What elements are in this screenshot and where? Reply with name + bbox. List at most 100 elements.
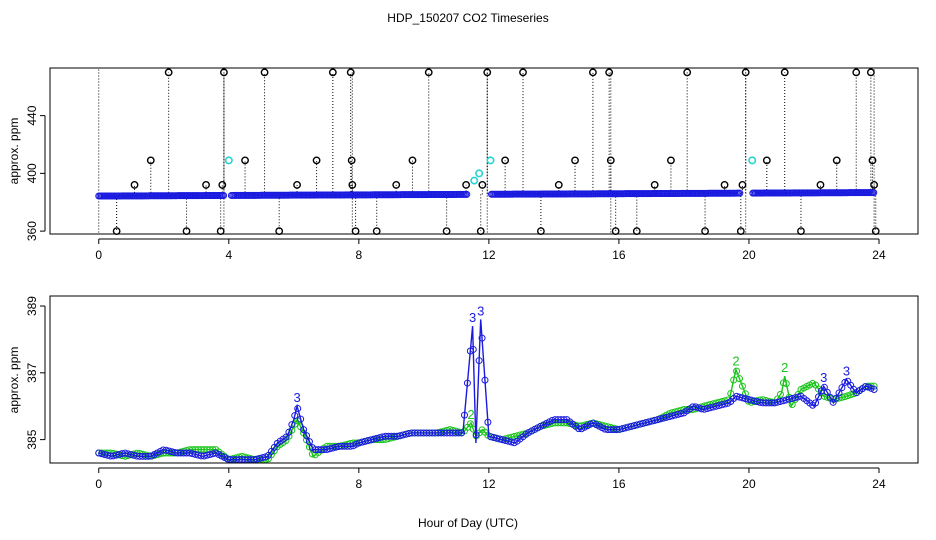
top-spike-point xyxy=(146,156,155,165)
top-spike-point xyxy=(667,156,675,165)
bottom-series-3-point xyxy=(282,433,290,441)
top-spike-point xyxy=(868,156,877,165)
bottom-series-3-point xyxy=(305,438,313,446)
figure-title: HDP_150207 CO2 Timeseries xyxy=(387,11,548,25)
bottom-series-3-point xyxy=(721,400,729,408)
bottom-x-tick-label: 0 xyxy=(95,477,102,491)
top-spike-point xyxy=(293,181,301,189)
bottom-series-3-point xyxy=(302,432,310,440)
bottom-series-2-point xyxy=(776,390,784,398)
top-spike-point xyxy=(816,181,825,189)
bottom-series-2-point xyxy=(847,391,855,399)
bottom-series-3-point xyxy=(812,399,820,407)
bottom-series-2-point xyxy=(738,382,746,390)
bottom-series-3-label: 3 xyxy=(469,310,476,325)
top-panel-frame xyxy=(49,67,919,235)
top-x-tick-label: 12 xyxy=(482,248,496,262)
top-cyan-point xyxy=(470,176,479,185)
top-spike-point xyxy=(571,156,579,165)
top-spike-point xyxy=(852,68,861,77)
bottom-series-3-point xyxy=(460,411,468,419)
top-x-tick-label: 8 xyxy=(355,248,362,262)
top-plot-area xyxy=(95,68,880,236)
bottom-series-3-label: 3 xyxy=(820,370,827,385)
top-panel: 0 4 8 12 16 20 24 360 400 440 approx. ppm xyxy=(7,67,919,262)
top-x-tick-label: 24 xyxy=(872,248,886,262)
bottom-series-3-point xyxy=(820,383,828,391)
bottom-series-3-point xyxy=(472,431,480,439)
top-spike-point xyxy=(738,181,747,189)
top-baseline-point xyxy=(220,191,228,199)
top-cyan-point xyxy=(224,156,233,165)
bottom-y-tick-label: 387 xyxy=(25,362,39,382)
bottom-series-3-point xyxy=(455,429,463,437)
x-axis-label: Hour of Day (UTC) xyxy=(418,516,518,530)
top-spike-point xyxy=(605,68,614,77)
top-x-tick-label: 4 xyxy=(225,248,232,262)
top-spike-point xyxy=(606,156,615,165)
bottom-series-2-point xyxy=(736,375,744,383)
bottom-series-3-label: 3 xyxy=(477,303,484,318)
bottom-x-axis: 0 4 8 12 16 20 24 xyxy=(95,467,886,491)
bottom-series-3-point xyxy=(484,418,492,426)
top-baseline-point xyxy=(736,189,744,197)
bottom-x-tick-label: 8 xyxy=(355,477,362,491)
bottom-series-3-label: 3 xyxy=(843,364,850,379)
bottom-series-3-point xyxy=(300,426,308,434)
bottom-series-3-point xyxy=(475,357,483,365)
bottom-series-3-point xyxy=(285,428,293,436)
top-spike-point xyxy=(202,181,210,189)
bottom-series-3-point xyxy=(870,386,878,394)
top-spike-point xyxy=(866,68,875,77)
top-baseline-point xyxy=(870,189,878,197)
top-spike-point xyxy=(462,181,471,189)
bottom-series-2-label: 2 xyxy=(732,353,739,368)
top-spike-point xyxy=(501,156,510,165)
bottom-series-3-point xyxy=(560,416,568,424)
top-spike-point xyxy=(589,68,597,77)
top-cyan-point xyxy=(475,169,484,178)
top-y-axis: 360 400 440 xyxy=(25,105,46,241)
top-spike-point xyxy=(392,181,401,189)
top-spike-point xyxy=(720,181,729,189)
bottom-series-3-point xyxy=(259,454,267,462)
top-spike-point xyxy=(346,68,355,77)
top-y-tick-label: 400 xyxy=(25,163,39,183)
top-y-axis-label: approx. ppm xyxy=(7,118,21,185)
bottom-series-2-point xyxy=(733,367,741,375)
top-y-tick-label: 360 xyxy=(25,221,39,241)
top-x-tick-label: 20 xyxy=(742,248,756,262)
bottom-x-tick-label: 20 xyxy=(742,477,756,491)
top-spike-point xyxy=(870,181,879,189)
top-x-tick-label: 16 xyxy=(612,248,626,262)
top-spike-point xyxy=(312,156,321,165)
top-spike-point xyxy=(130,181,139,189)
top-cyan-point xyxy=(486,156,495,165)
bottom-y-tick-label: 385 xyxy=(25,429,39,449)
bottom-series-3-point xyxy=(478,334,486,342)
top-spike-point xyxy=(683,68,692,77)
bottom-y-tick-label: 389 xyxy=(25,296,39,316)
top-spike-point xyxy=(241,156,249,165)
bottom-series-3-point xyxy=(838,384,846,392)
bottom-series-3-point xyxy=(291,412,299,420)
top-spike-point xyxy=(348,181,357,189)
bottom-series-2-point xyxy=(779,379,787,387)
bottom-x-tick-label: 16 xyxy=(612,477,626,491)
top-spike-point xyxy=(741,68,750,77)
bottom-x-tick-label: 4 xyxy=(225,477,232,491)
bottom-y-axis: 385 387 389 xyxy=(25,296,46,450)
top-spike-point xyxy=(220,68,228,77)
top-spike-point xyxy=(650,181,659,189)
bottom-series-3-point xyxy=(463,379,471,387)
bottom-series-3-line xyxy=(98,319,875,461)
top-spike-point xyxy=(218,181,227,189)
top-spike-point xyxy=(554,181,563,189)
top-x-tick-label: 0 xyxy=(95,248,102,262)
top-spike-point xyxy=(478,181,487,189)
bottom-series-3-point xyxy=(469,345,477,353)
bottom-series-2-point xyxy=(466,420,474,428)
bottom-series-3-point xyxy=(832,394,840,402)
